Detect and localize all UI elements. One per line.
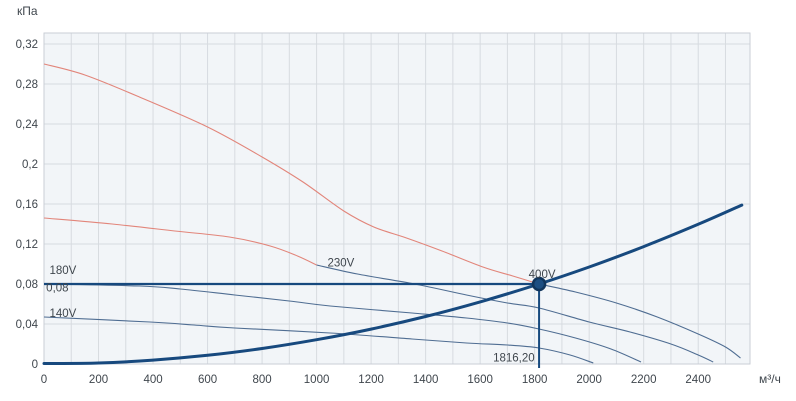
y-tick-label: 0,12: [16, 239, 38, 251]
x-tick-label: 1800: [522, 374, 548, 386]
annotation-140V: 140V: [49, 308, 76, 320]
series-curve-400V-red-part: [43, 63, 540, 285]
x-tick-label: 1000: [304, 374, 330, 386]
x-tick-label: 400: [143, 374, 162, 386]
annotation-400V: 400V: [529, 269, 556, 281]
y-tick-label: 0,2: [22, 159, 38, 171]
plot-area: [44, 33, 750, 364]
annotation-181620: 1816,20: [493, 353, 535, 365]
series-curve-400V: [538, 283, 741, 359]
annotation-230V: 230V: [327, 258, 354, 270]
plot-border: [43, 32, 751, 365]
x-tick-label: 2400: [685, 374, 711, 386]
y-tick-label: 0,32: [16, 39, 38, 51]
y-tick-label: 0,24: [16, 119, 39, 131]
x-tick-label: 800: [252, 374, 271, 386]
x-tick-label: 2200: [631, 374, 657, 386]
x-axis-unit-label: м³/ч: [759, 372, 781, 386]
annotation-008: 0,08: [46, 283, 68, 295]
x-tick-label: 1600: [467, 374, 493, 386]
annotation-180V: 180V: [49, 265, 76, 277]
x-tick-label: 1400: [413, 374, 439, 386]
y-tick-label: 0,28: [16, 79, 38, 91]
series-curve-180V: [43, 283, 642, 363]
x-tick-label: 1200: [358, 374, 384, 386]
series-system-resistance-curve: [42, 203, 744, 365]
y-tick-label: 0,04: [16, 319, 39, 331]
series-curve-230V-red-part: [43, 217, 317, 266]
x-tick-label: 200: [89, 374, 108, 386]
series-curve-140V: [43, 316, 594, 364]
y-tick-label: 0,08: [16, 279, 38, 291]
x-tick-label: 600: [198, 374, 217, 386]
y-axis-unit-label: кПа: [17, 4, 38, 18]
x-tick-label: 2000: [576, 374, 602, 386]
y-tick-label: 0,16: [16, 199, 38, 211]
y-tick-label: 0: [32, 359, 38, 371]
operating-point-marker[interactable]: [531, 276, 547, 292]
x-tick-label: 0: [41, 374, 47, 386]
